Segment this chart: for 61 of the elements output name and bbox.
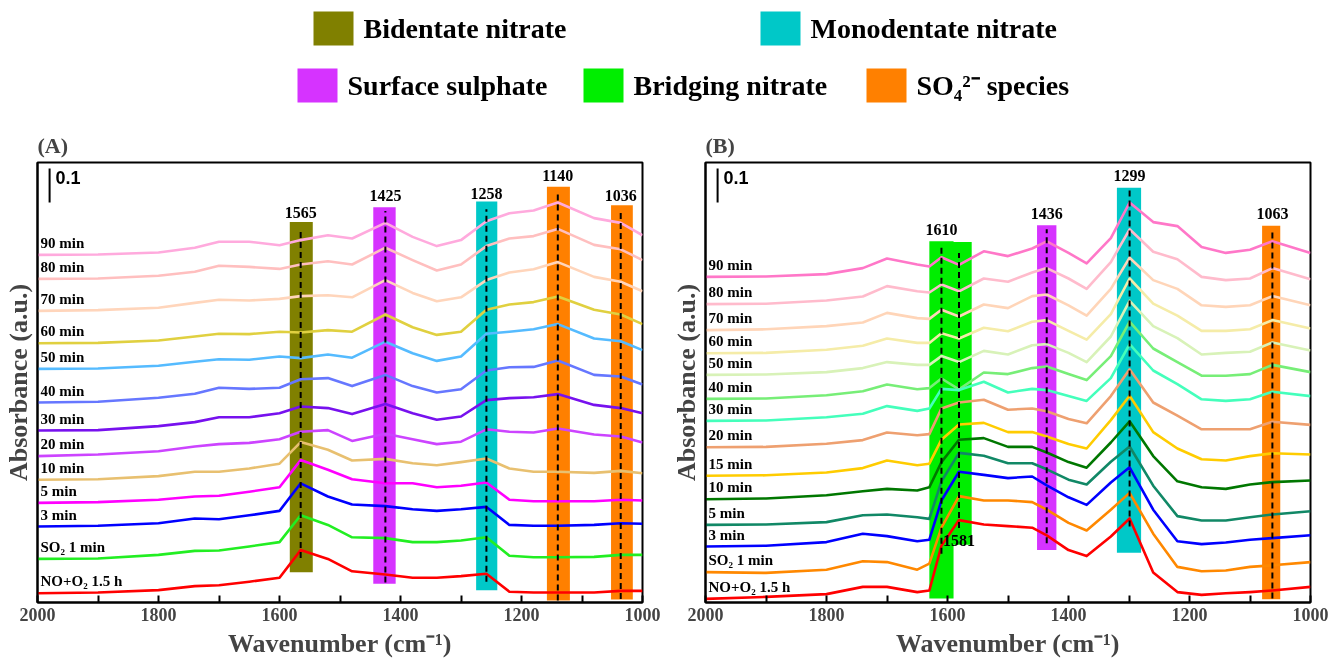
series-label: 90 min [40,234,85,251]
x-tick-label: 2000 [19,604,56,625]
text: 0.1 [55,167,81,188]
series-label: 40 min [40,382,85,399]
series-label: 60 min [40,323,85,340]
x-tick-label: 1800 [808,604,845,625]
ref-line-label: 1565 [284,204,317,222]
series-label: 3 min [708,526,746,543]
series-label: NO+O₂ 1.5 h [708,578,791,595]
series-label: SO₂ 1 min [40,538,106,555]
x-tick-label: 1000 [1292,604,1329,625]
x-tick-label: 1400 [382,604,419,625]
series-label: 50 min [708,354,753,371]
series-label: 20 min [708,427,753,444]
ref-line-label: 1436 [1030,205,1063,223]
series-label: 80 min [40,258,85,275]
chart-title: (A) [37,132,69,158]
ref-line-label: 1036 [604,186,637,204]
series-label: 15 min [708,455,753,472]
series-label: 50 min [40,348,85,365]
x-tick-label: 1200 [1171,604,1208,625]
ref-line-label: 1258 [470,185,503,203]
series-label: 30 min [708,400,753,417]
ref-line-label: 1425 [369,186,402,204]
x-axis-title: Wavenumber (cm⁻¹) [895,628,1120,658]
series-label: 70 min [708,310,753,327]
series-label: 5 min [708,504,746,521]
ref-line-label: 1063 [1256,205,1289,223]
legend-label: Bridging nitrate [633,70,828,101]
legend-label: Monodentate nitrate [810,13,1058,44]
series-label: 40 min [708,378,753,395]
series-label: 3 min [40,506,78,523]
series-label: 80 min [708,284,753,301]
legend-label: SO₄²⁻ species [916,70,1070,101]
ref-line-label: 1299 [1113,166,1146,184]
x-tick-label: 1600 [929,604,966,625]
y-axis-title: Absorbance (a.u.) [3,283,33,482]
ref-line-label: 1140 [542,166,574,184]
series-label: 60 min [708,333,753,350]
x-tick-label: 1800 [140,604,177,625]
series-label: 10 min [40,459,85,476]
text: 0.1 [723,167,749,188]
series-label: 10 min [708,479,753,496]
series-label: 20 min [40,436,85,453]
x-tick-label: 1000 [624,604,661,625]
series-label: 30 min [40,410,85,427]
series-label: 5 min [40,482,78,499]
x-tick-label: 1600 [261,604,298,625]
x-tick-label: 1200 [503,604,540,625]
series-label: SO₂ 1 min [708,552,774,569]
x-tick-label: 2000 [687,604,724,625]
legend-label: Bidentate nitrate [363,13,567,44]
series-label: 70 min [40,290,85,307]
ref-line-label: 1610 [925,221,958,239]
series-label: NO+O₂ 1.5 h [40,573,123,590]
y-axis-title: Absorbance (a.u.) [671,283,701,482]
x-tick-label: 1400 [1050,604,1087,625]
series-label: 90 min [708,256,753,273]
chart-title: (B) [705,132,735,158]
legend-label: Surface sulphate [347,70,548,101]
x-axis-title: Wavenumber (cm⁻¹) [227,628,452,658]
